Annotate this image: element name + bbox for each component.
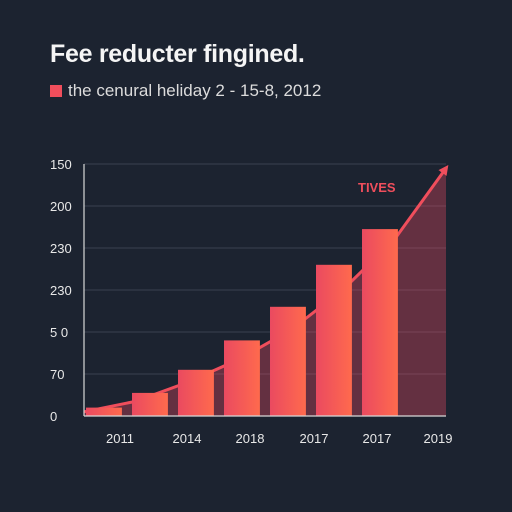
bar — [132, 392, 168, 416]
y-tick-label: 200 — [50, 199, 72, 214]
x-tick-label: 2018 — [236, 431, 265, 446]
y-tick-label: 230 — [50, 241, 72, 256]
x-tick-label: 2017 — [300, 431, 329, 446]
y-tick-label: 70 — [50, 367, 64, 382]
annotation-label: TIVES — [358, 180, 396, 195]
bar — [270, 306, 306, 416]
bar — [224, 340, 260, 416]
y-tick-label: 0 — [50, 409, 57, 424]
x-tick-label: 2011 — [106, 431, 134, 446]
y-tick-label: 230 — [50, 283, 72, 298]
bar — [362, 229, 398, 416]
tick-labels: 150 200 230 230 5 0 70 0 2011 2014 2018 2017 2017 20… — [50, 157, 452, 446]
y-tick-label: 150 — [50, 157, 72, 172]
bar — [316, 264, 352, 416]
chart-subtitle: the cenural heliday 2 - 15-8, 2012 — [68, 81, 322, 100]
legend-swatch — [50, 85, 62, 97]
x-tick-label: 2014 — [173, 431, 202, 446]
bar-series — [86, 229, 398, 416]
chart-title: Fee reducter fingined. — [50, 40, 305, 68]
x-tick-label: 2017 — [363, 431, 392, 446]
axes — [83, 164, 446, 417]
x-tick-label: 2019 — [424, 431, 453, 446]
chart-subtitle-row: the cenural heliday 2 - 15-8, 2012 — [50, 81, 321, 101]
bar — [178, 369, 214, 416]
y-tick-label: 5 0 — [50, 325, 68, 340]
area-fill — [84, 168, 446, 416]
bar — [86, 407, 122, 416]
